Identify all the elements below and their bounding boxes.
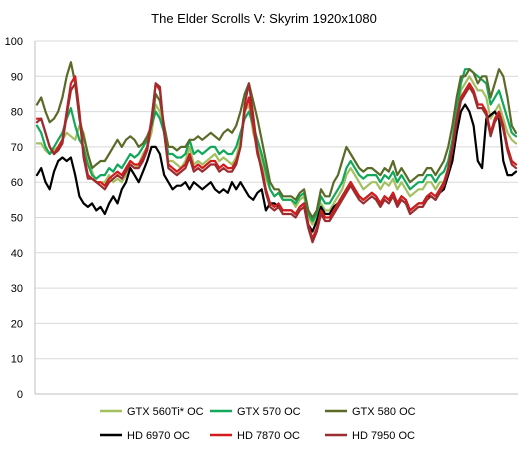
y-tick-label: 30 — [11, 283, 23, 295]
legend-label: GTX 570 OC — [237, 406, 301, 418]
series-line-5 — [35, 75, 518, 240]
y-tick-label: 100 — [5, 36, 23, 48]
y-tick-label: 70 — [11, 142, 23, 154]
legend: GTX 560Ti* OC GTX 570 OC GTX 580 OC HD 6970… — [100, 406, 416, 442]
legend-label: HD 7950 OC — [352, 430, 415, 442]
series-line-2 — [35, 68, 518, 223]
y-tick-label: 0 — [17, 389, 23, 401]
legend-label: HD 7870 OC — [237, 430, 300, 442]
y-tick-label: 60 — [11, 177, 23, 189]
legend-label: HD 6970 OC — [127, 430, 190, 442]
y-tick-label: 20 — [11, 318, 23, 330]
series-line-6 — [35, 82, 518, 244]
gridlines — [35, 40, 518, 395]
chart-title: The Elder Scrolls V: Skyrim 1920x1080 — [151, 11, 377, 26]
series-line-3 — [35, 61, 518, 219]
y-axis: 0 10 20 30 40 50 60 70 80 90 100 — [5, 36, 518, 401]
y-tick-label: 10 — [11, 354, 23, 366]
y-tick-label: 90 — [11, 71, 23, 83]
y-tick-label: 80 — [11, 107, 23, 119]
legend-label: GTX 560Ti* OC — [127, 406, 204, 418]
legend-label: GTX 580 OC — [352, 406, 416, 418]
y-tick-label: 40 — [11, 248, 23, 260]
series-lines — [35, 61, 518, 244]
y-tick-label: 50 — [11, 213, 23, 225]
